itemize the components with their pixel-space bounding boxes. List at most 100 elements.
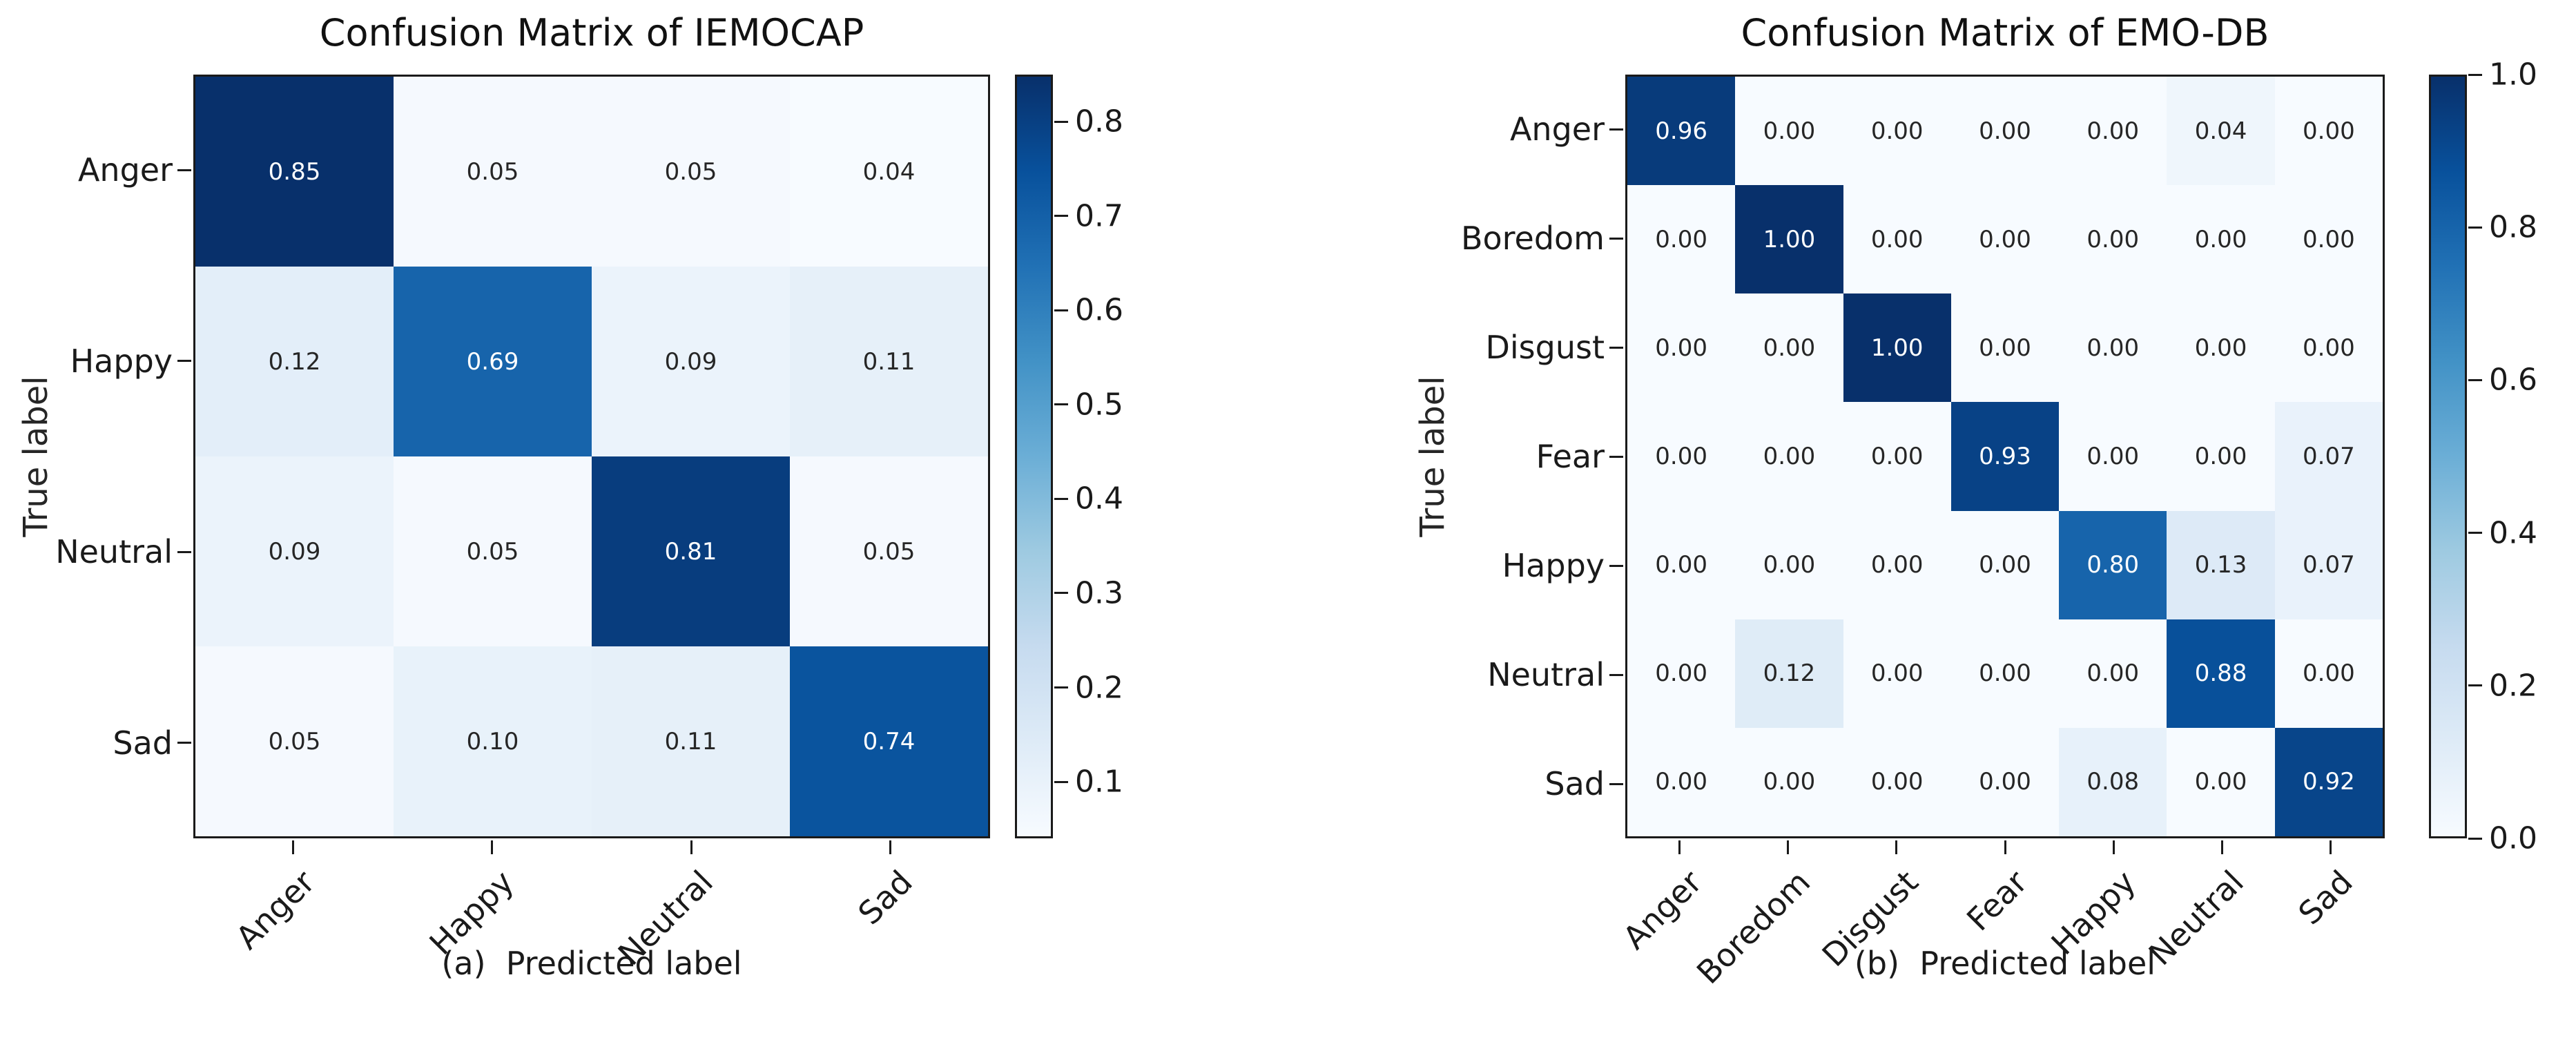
heatmap-cell: 0.81: [592, 456, 790, 646]
x-tick: [1895, 840, 1898, 854]
heatmap-cell: 0.00: [2059, 185, 2167, 294]
y-tick-label: Neutral: [1487, 656, 1605, 693]
heatmap-cell: 0.00: [1843, 77, 1951, 186]
colorbar-tick: [1054, 403, 1068, 406]
heatmap-cell: 0.10: [394, 646, 592, 836]
colorbar-tick-label: 0.3: [1075, 575, 1123, 611]
x-tick: [2220, 840, 2223, 854]
colorbar-tick: [1054, 592, 1068, 595]
heatmap-cell: 0.00: [2059, 619, 2167, 728]
y-tick: [1609, 564, 1623, 567]
heatmap-cell: 0.74: [790, 646, 988, 836]
colorbar-tick-label: 0.5: [1075, 387, 1123, 423]
heatmap-cell: 0.85: [195, 77, 394, 267]
heatmap-cell: 0.00: [1735, 77, 1843, 186]
heatmap-cell: 0.00: [1627, 402, 1736, 511]
heatmap-cell: 0.69: [394, 267, 592, 456]
colorbar: [1015, 75, 1053, 838]
heatmap-cell: 0.09: [592, 267, 790, 456]
x-tick: [690, 840, 693, 854]
heatmap-cell: 0.00: [1735, 510, 1843, 619]
heatmap-cell: 0.00: [2274, 77, 2383, 186]
heatmap-cell: 0.96: [1627, 77, 1736, 186]
heatmap-cell: 0.05: [195, 646, 394, 836]
colorbar-tick-label: 0.6: [2489, 362, 2537, 398]
y-tick: [1609, 237, 1623, 240]
y-tick: [177, 550, 191, 553]
heatmap-cell: 0.00: [1627, 510, 1736, 619]
x-tick-label: Anger: [1615, 863, 1709, 957]
x-tick: [2112, 840, 2115, 854]
heatmap-cell: 0.00: [1843, 510, 1951, 619]
heatmap-grid: 0.96 0.00 0.00 0.00 0.00 0.04 0.00 0.00 1.00 0.00…: [1625, 75, 2385, 838]
colorbar-tick: [1054, 497, 1068, 500]
y-tick: [1609, 673, 1623, 676]
y-tick: [1609, 346, 1623, 349]
heatmap-cell: 0.05: [394, 456, 592, 646]
heatmap-cell: 0.07: [2274, 510, 2383, 619]
heatmap-cell: 0.13: [2167, 510, 2275, 619]
y-tick: [1609, 782, 1623, 785]
y-tick-label: Anger: [77, 151, 173, 189]
heatmap-grid: 0.85 0.05 0.05 0.04 0.12 0.69 0.09 0.11 0.09 0.05…: [193, 75, 990, 838]
heatmap-cell: 0.80: [2059, 510, 2167, 619]
y-tick-label: Sad: [113, 724, 173, 762]
colorbar-tick-label: 1.0: [2489, 57, 2537, 93]
y-tick-label: Boredom: [1460, 220, 1605, 257]
heatmap-cell: 0.93: [1950, 402, 2060, 511]
y-axis-label: True label: [1413, 376, 1452, 537]
heatmap-cell: 0.00: [1843, 619, 1951, 728]
heatmap-cell: 0.09: [195, 456, 394, 646]
heatmap-cell: 0.00: [2167, 402, 2275, 511]
heatmap-cell: 0.92: [2274, 727, 2383, 836]
heatmap-cell: 0.00: [2274, 619, 2383, 728]
x-axis-caption: (b) Predicted label: [1854, 945, 2156, 982]
heatmap-cell: 0.00: [1843, 185, 1951, 294]
colorbar-tick: [2468, 684, 2482, 687]
heatmap-cell: 0.00: [1950, 185, 2060, 294]
y-tick-label: Happy: [70, 342, 173, 380]
y-tick: [1609, 455, 1623, 458]
heatmap-cell: 0.00: [2167, 185, 2275, 294]
x-tick: [1678, 840, 1681, 854]
heatmap-cell: 0.00: [1627, 727, 1736, 836]
heatmap-cell: 1.00: [1843, 293, 1951, 403]
y-tick-label: Anger: [1509, 110, 1605, 148]
colorbar-tick: [1054, 780, 1068, 783]
colorbar: [2429, 75, 2467, 838]
heatmap-cell: 0.00: [2167, 727, 2275, 836]
x-tick: [2004, 840, 2006, 854]
colorbar-tick-label: 0.7: [1075, 198, 1123, 234]
heatmap-cell: 0.00: [2059, 77, 2167, 186]
heatmap-cell: 0.11: [592, 646, 790, 836]
heatmap-cell: 0.00: [1735, 727, 1843, 836]
heatmap-cell: 0.00: [2059, 402, 2167, 511]
y-tick-label: Disgust: [1485, 329, 1605, 366]
colorbar-tick-label: 0.8: [2489, 209, 2537, 245]
colorbar-tick-label: 0.2: [2489, 668, 2537, 704]
heatmap-cell: 0.00: [2274, 293, 2383, 403]
heatmap-cell: 0.00: [1735, 402, 1843, 511]
y-tick-label: Neutral: [55, 533, 173, 571]
heatmap-cell: 0.00: [2059, 293, 2167, 403]
heatmap-cell: 0.12: [1735, 619, 1843, 728]
heatmap-cell: 0.05: [592, 77, 790, 267]
colorbar-tick: [2468, 378, 2482, 381]
colorbar-tick: [1054, 686, 1068, 689]
x-tick-label: Sad: [851, 863, 920, 932]
x-tick-label: Neutral: [2142, 863, 2251, 973]
y-tick-label: Sad: [1544, 765, 1605, 802]
heatmap-cell: 0.00: [1735, 293, 1843, 403]
x-tick-label: Sad: [2291, 863, 2360, 932]
heatmap-cell: 0.00: [1627, 185, 1736, 294]
heatmap-cell: 0.00: [2274, 185, 2383, 294]
heatmap-cell: 0.07: [2274, 402, 2383, 511]
x-tick-label: Anger: [229, 863, 322, 957]
colorbar-tick-label: 0.1: [1075, 764, 1123, 800]
x-tick: [1787, 840, 1790, 854]
heatmap-cell: 0.00: [1627, 293, 1736, 403]
colorbar-tick-label: 0.4: [2489, 515, 2537, 551]
